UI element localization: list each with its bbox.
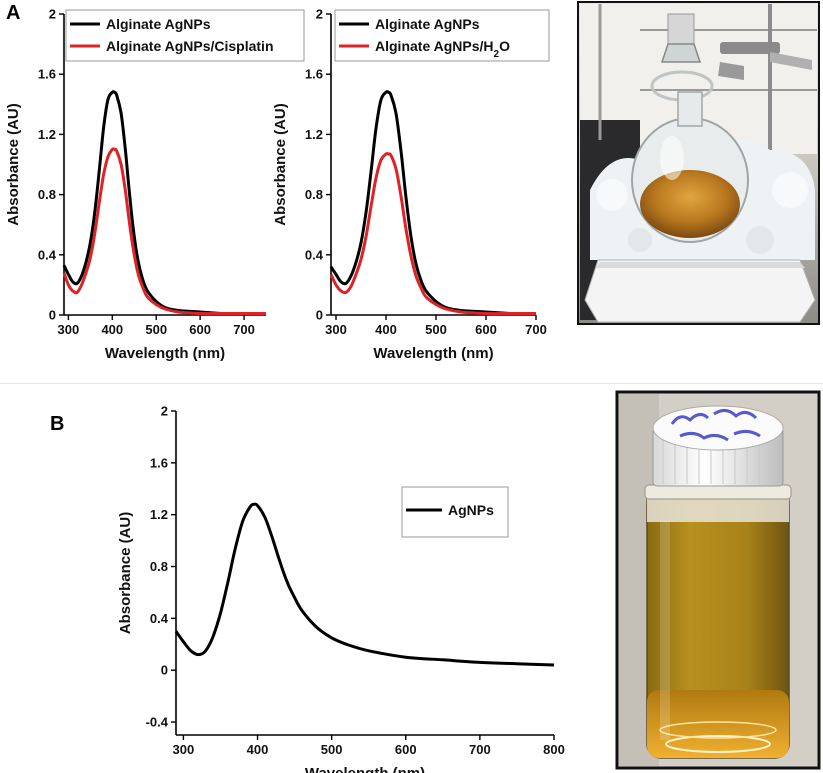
y-tick-label: 2 <box>316 7 323 22</box>
chart-b-x-label: Wavelength (nm) <box>305 765 425 773</box>
y-tick-label: 0.4 <box>38 247 57 262</box>
chart-a-middle-series <box>329 90 537 316</box>
legend-label-0: AgNPs <box>448 502 494 518</box>
y-tick-label: 0.8 <box>150 559 168 574</box>
series-line-0 <box>329 90 537 316</box>
panel-label-b: B <box>50 413 65 435</box>
y-tick-label: 0.8 <box>38 187 56 202</box>
chart-a-left-legend: Alginate AgNPs Alginate AgNPs/Cisplatin <box>65 9 305 62</box>
series-line-0 <box>174 502 555 667</box>
legend-label-0: Alginate AgNPs <box>106 16 211 32</box>
x-tick-label: 400 <box>247 742 269 757</box>
chart-a-middle-x-label: Wavelength (nm) <box>373 345 493 362</box>
y-tick-label: -0.4 <box>146 715 169 730</box>
y-tick-label: 0.4 <box>305 247 324 262</box>
x-tick-label: 600 <box>475 322 497 337</box>
legend-box <box>65 9 305 62</box>
x-tick-label: 300 <box>325 322 347 337</box>
chart-b-axes <box>175 411 554 736</box>
chart-a-middle: 300 400 500 600 700 0 0.4 0.8 1.2 1.6 2 Alginate A… <box>272 7 550 362</box>
chart-a-left-series <box>62 90 266 316</box>
y-tick-label: 2 <box>49 7 56 22</box>
flask-photo <box>577 1 820 325</box>
chart-a-middle-y-label: Absorbance (AU) <box>272 103 289 226</box>
chart-a-left-y-label: Absorbance (AU) <box>5 103 22 226</box>
y-tick-label: 2 <box>161 404 168 419</box>
y-tick-label: 1.6 <box>150 455 168 470</box>
panel-label-a: A <box>6 2 21 24</box>
x-tick-label: 700 <box>525 322 547 337</box>
legend-label-0: Alginate AgNPs <box>375 16 480 32</box>
series-line-1 <box>62 147 266 316</box>
y-tick-label: 1.2 <box>305 127 323 142</box>
y-tick-label: 1.6 <box>305 67 323 82</box>
x-tick-label: 500 <box>145 322 167 337</box>
x-tick-label: 700 <box>233 322 255 337</box>
chart-b: 300 400 500 600 700 800 -0.4 0 0.4 0.8 1.2 1.6 2 AgN… <box>117 404 565 773</box>
y-tick-label: 1.2 <box>150 507 168 522</box>
x-tick-label: 500 <box>321 742 343 757</box>
y-tick-label: 0.4 <box>150 611 169 626</box>
x-tick-label: 300 <box>173 742 195 757</box>
y-tick-label: 0 <box>316 308 323 323</box>
y-tick-label: 1.2 <box>38 127 56 142</box>
y-tick-label: 0 <box>49 308 56 323</box>
x-tick-label: 400 <box>375 322 397 337</box>
legend-box <box>401 486 509 538</box>
series-line-0 <box>62 90 266 316</box>
x-tick-label: 400 <box>101 322 123 337</box>
chart-b-series <box>174 502 555 667</box>
y-tick-label: 0.8 <box>305 187 323 202</box>
series-line-1 <box>329 151 536 316</box>
x-tick-label: 500 <box>425 322 447 337</box>
chart-a-left: 300 400 500 600 700 0 0.4 0.8 1.2 1.6 2 Alginate A… <box>5 7 305 362</box>
y-tick-label: 0 <box>161 663 168 678</box>
y-tick-label: 1.6 <box>38 67 56 82</box>
vial-photo <box>615 390 821 770</box>
chart-b-legend: AgNPs <box>401 486 509 538</box>
x-tick-label: 600 <box>189 322 211 337</box>
x-tick-label: 700 <box>469 742 491 757</box>
x-tick-label: 800 <box>543 742 565 757</box>
chart-a-left-ticks: 300 400 500 600 700 0 0.4 0.8 1.2 1.6 2 <box>38 7 255 338</box>
x-tick-label: 300 <box>58 322 80 337</box>
chart-b-y-label: Absorbance (AU) <box>117 512 134 635</box>
chart-a-left-x-label: Wavelength (nm) <box>105 345 225 362</box>
legend-label-1: Alginate AgNPs/Cisplatin <box>106 38 274 54</box>
x-tick-label: 600 <box>395 742 417 757</box>
chart-b-ticks: 300 400 500 600 700 800 -0.4 0 0.4 0.8 1.2 1.6 2 <box>146 404 565 758</box>
chart-a-middle-ticks: 300 400 500 600 700 0 0.4 0.8 1.2 1.6 2 <box>305 7 547 338</box>
legend-box <box>334 9 550 62</box>
panel-divider <box>0 383 823 384</box>
